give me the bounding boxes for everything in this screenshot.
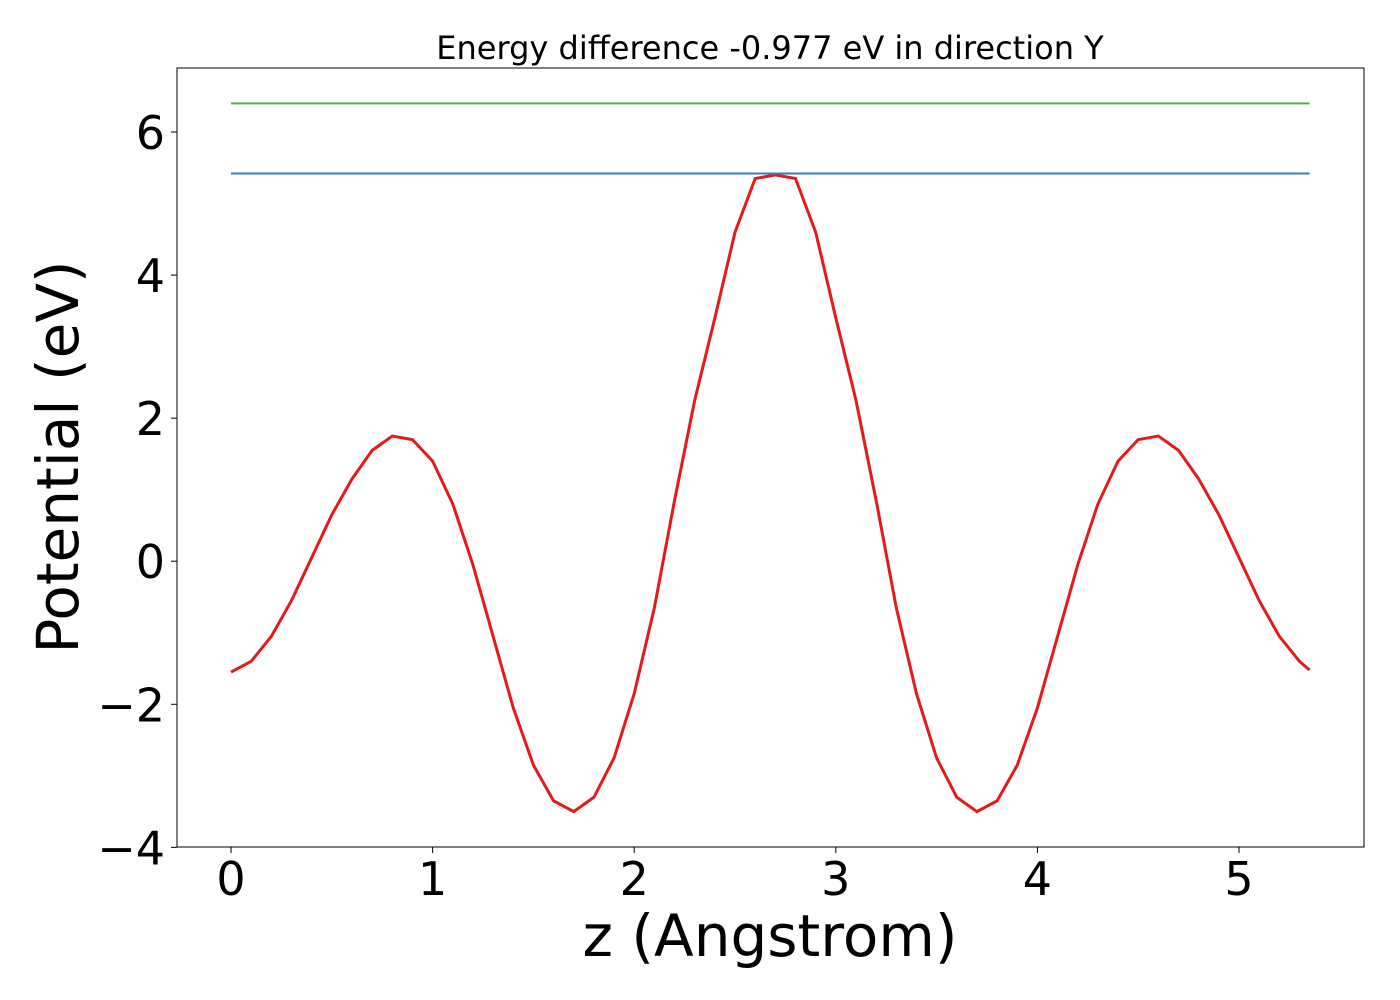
x-tick-label: 0 [216,852,245,906]
x-tick-label: 2 [620,852,649,906]
plot-frame [176,67,1365,848]
x-tick-label: 5 [1224,852,1253,906]
x-tick-label: 1 [418,852,447,906]
series-line [230,173,1311,814]
chart-title: Energy difference -0.977 eV in direction… [436,29,1104,67]
y-tick-label: −2 [97,678,165,732]
x-axis-label: z (Angstrom) [583,902,958,970]
y-tick-label: −4 [97,821,165,875]
y-axis-label: Potential (eV) [24,260,92,653]
y-tick-label: 0 [136,535,165,589]
y-tick-label: 4 [136,249,165,303]
y-tick-label: 6 [136,106,165,160]
x-tick-label: 3 [821,852,850,906]
y-tick-label: 2 [136,392,165,446]
x-tick-label: 4 [1023,852,1052,906]
